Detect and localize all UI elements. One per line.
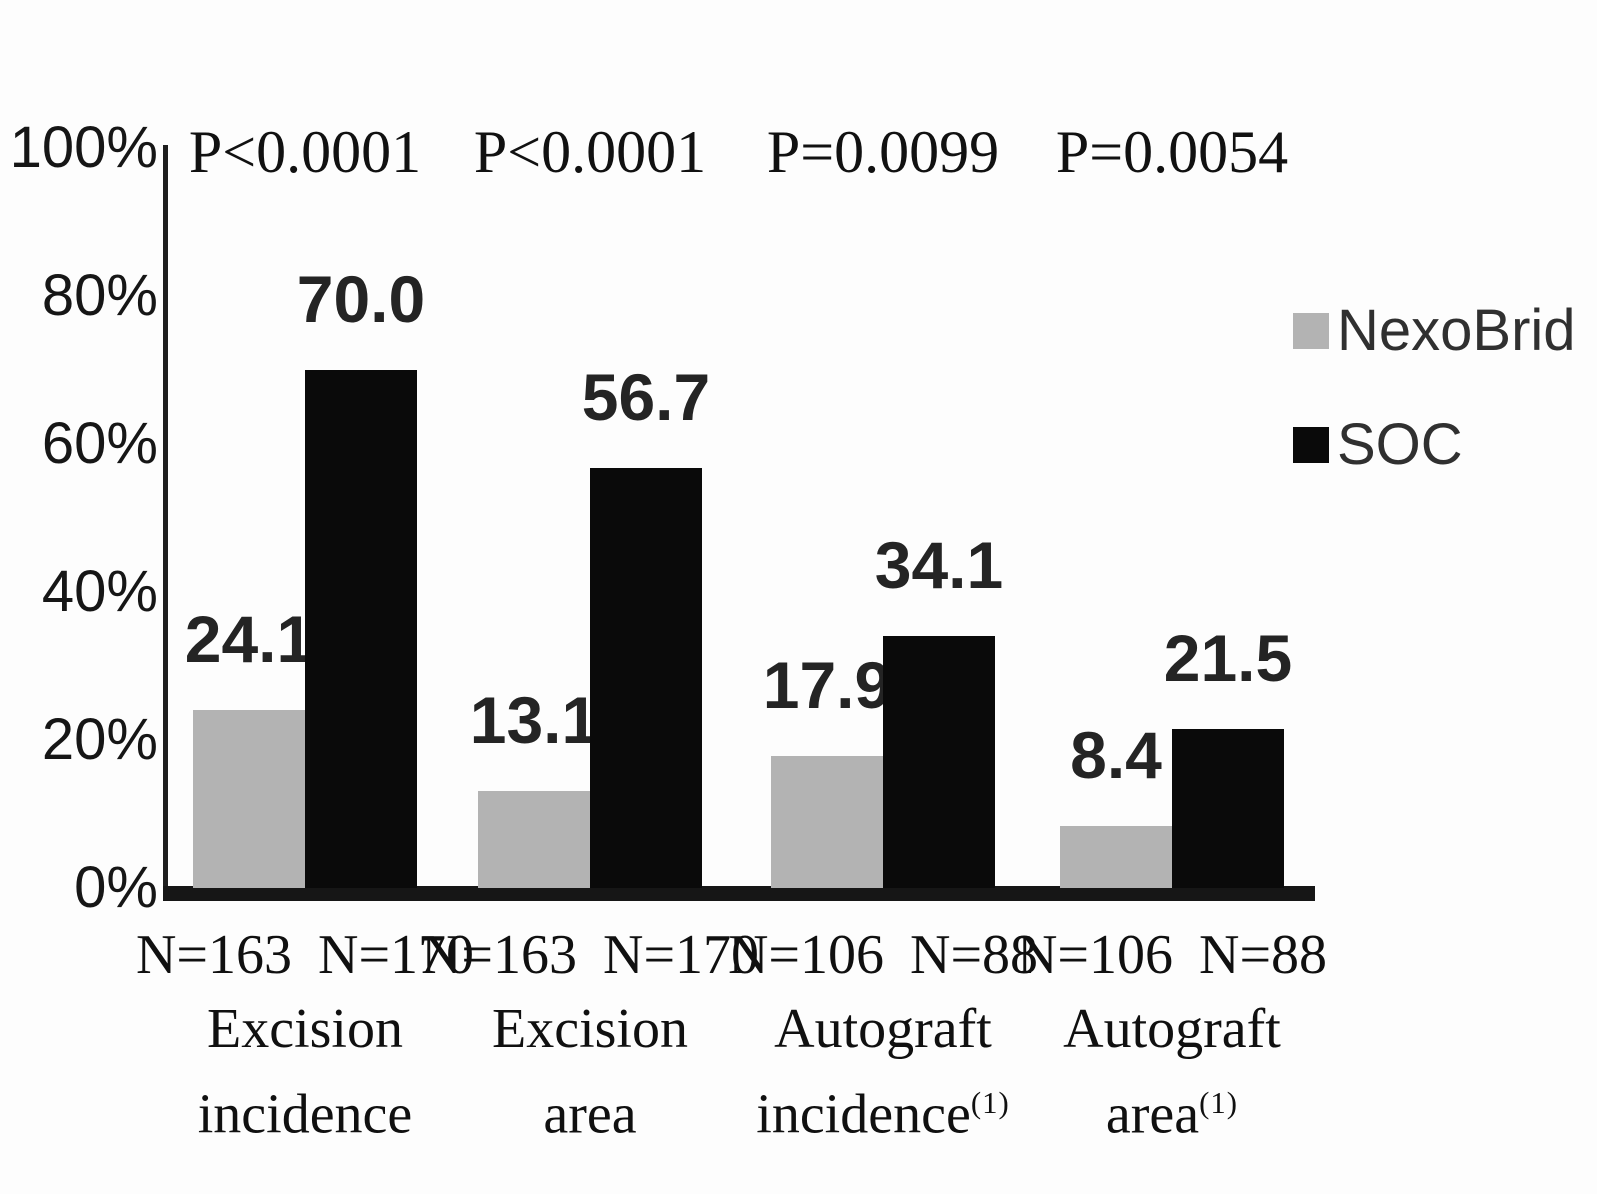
bar-column: 21.5 — [1164, 148, 1292, 888]
bar-column: 56.7 — [582, 148, 710, 888]
y-tick-label-100: 100% — [9, 115, 158, 180]
bar-column: 8.4 — [1060, 148, 1172, 888]
y-axis-line — [163, 145, 168, 894]
bar-value-label: 8.4 — [1070, 717, 1162, 792]
n-count-soc: N=88 — [1199, 924, 1328, 986]
plot-area: 24.1 70.0 13.1 56.7 17.9 34.1 8.4 21 — [165, 148, 1305, 888]
bar-soc-autograft-incidence — [883, 635, 995, 888]
sample-size-line: N=163 N=170 — [65, 918, 545, 992]
category-label-autograft-incidence: N=106 N=88 Autograft incidence(1) — [643, 918, 1123, 1152]
bar-soc-excision-incidence — [305, 370, 417, 888]
bar-soc-excision-area — [590, 468, 702, 888]
y-tick-label-0: 0% — [74, 855, 158, 920]
n-count-nexobrid: N=163 — [420, 924, 577, 986]
category-line-2: area(1) — [1105, 1083, 1239, 1146]
category-label-autograft-area: N=106 N=88 Autograft area(1) — [932, 918, 1412, 1152]
sample-size-line: N=106 N=88 — [932, 918, 1412, 992]
category-line-1: Excision — [207, 998, 403, 1060]
category-line-2: incidence(1) — [756, 1083, 1010, 1146]
n-count-nexobrid: N=106 — [1016, 924, 1173, 986]
x-axis-line — [163, 886, 1315, 901]
sample-size-line: N=106 N=88 — [643, 918, 1123, 992]
bar-value-label: 70.0 — [296, 262, 426, 336]
bar-nexobrid-autograft-area — [1060, 825, 1172, 888]
category-label-excision-incidence: N=163 N=170 Excision incidence — [65, 918, 545, 1152]
footnote-marker: (1) — [970, 1086, 1010, 1120]
category-label-excision-area: N=163 N=170 Excision area — [350, 918, 830, 1152]
bar-column: 34.1 — [875, 148, 1003, 888]
category-line-2: area — [543, 1083, 637, 1146]
bar-nexobrid-autograft-incidence — [771, 755, 883, 888]
bar-value-label: 24.1 — [184, 601, 314, 676]
p-value-label-autograft-incidence: P=0.0099 — [766, 119, 1000, 185]
p-value-label-autograft-area: P=0.0054 — [1055, 119, 1289, 185]
sample-size-line: N=163 N=170 — [350, 918, 830, 992]
n-count-soc: N=88 — [910, 924, 1039, 986]
bar-value-label: 56.7 — [581, 360, 711, 435]
legend-swatch-nexobrid-icon — [1293, 313, 1329, 349]
y-tick-label-40: 40% — [41, 559, 158, 624]
y-tick-label-60: 60% — [41, 411, 158, 476]
category-line-2: incidence — [197, 1083, 413, 1146]
y-tick-label-80: 80% — [41, 263, 158, 328]
n-count-nexobrid: N=163 — [135, 924, 292, 986]
bar-nexobrid-excision-incidence — [193, 709, 305, 888]
bar-column: 24.1 — [185, 148, 313, 888]
bar-value-label: 17.9 — [762, 647, 892, 722]
legend-item-nexobrid: NexoBrid — [1293, 300, 1576, 362]
bar-value-label: 21.5 — [1163, 620, 1293, 695]
n-count-soc: N=170 — [603, 924, 760, 986]
legend-swatch-soc-icon — [1293, 427, 1329, 463]
bar-nexobrid-excision-area — [478, 791, 590, 888]
bar-value-label: 13.1 — [469, 683, 599, 758]
bar-column: 70.0 — [297, 148, 425, 888]
bar-column: 13.1 — [470, 148, 598, 888]
legend-label-soc: SOC — [1337, 412, 1463, 477]
category-line-1: Autograft — [1063, 998, 1281, 1060]
p-value-label-excision-area: P<0.0001 — [473, 119, 707, 185]
legend-item-soc: SOC — [1293, 414, 1576, 476]
p-value-label-excision-incidence: P<0.0001 — [188, 119, 422, 185]
legend-label-nexobrid: NexoBrid — [1337, 298, 1576, 363]
bar-column: 17.9 — [763, 148, 891, 888]
y-tick-label-20: 20% — [41, 707, 158, 772]
n-count-soc: N=170 — [318, 924, 475, 986]
legend: NexoBrid SOC — [1293, 300, 1576, 528]
footnote-marker: (1) — [1199, 1086, 1239, 1120]
bar-soc-autograft-area — [1172, 728, 1284, 888]
category-line-1: Excision — [492, 998, 688, 1060]
category-line-1: Autograft — [774, 998, 992, 1060]
n-count-nexobrid: N=106 — [727, 924, 884, 986]
bar-value-label: 34.1 — [874, 527, 1004, 602]
